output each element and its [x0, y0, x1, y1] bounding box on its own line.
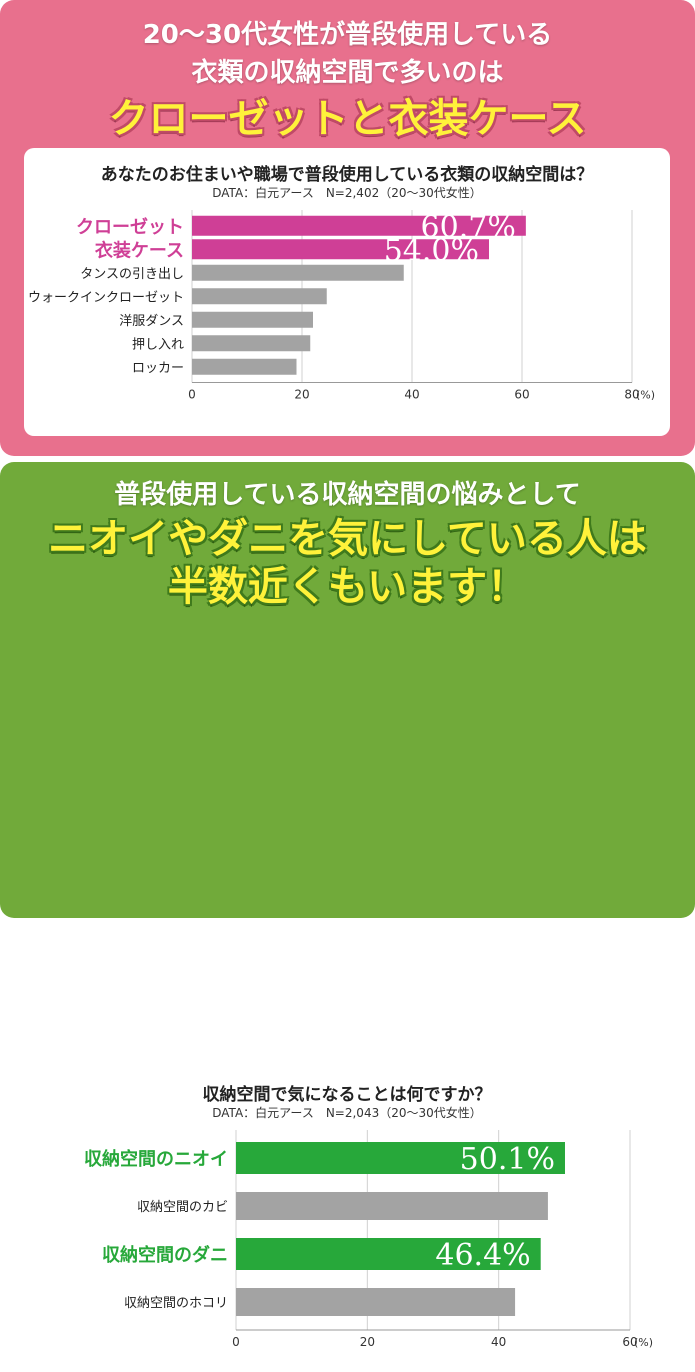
chart1-title: あなたのお住まいや職場で普段使用している衣類の収納空間は？: [100, 165, 594, 185]
chart2-value-label: 46.4%: [435, 1238, 530, 1273]
panel2-headline-line2: 半数近くもいます！: [167, 564, 528, 610]
chart2-card: 収納空間で気になることは何ですか？ DATA：白元アース N=2,043（20〜…: [24, 1070, 670, 1372]
panel1-heading-line2: 衣類の収納空間で多いのは: [191, 58, 504, 88]
chart1-bar: [192, 288, 327, 305]
chart2-category-label: 収納空間のダニ: [102, 1244, 228, 1266]
panel1-headline: クローゼットと衣装ケース: [108, 96, 587, 142]
chart2-bar: [236, 1288, 516, 1316]
chart1-category-label: ロッカー: [132, 361, 184, 376]
chart1-bar: [192, 215, 526, 236]
chart1-tick-label: 0: [188, 388, 196, 402]
chart1-tick-label: 80: [624, 388, 639, 402]
panel2-headline-line1: ニオイやダニを気にしている人は: [48, 516, 647, 562]
panel1-heading-line1: 20〜30代女性が普段使用している: [142, 20, 553, 50]
chart1-bar: [192, 264, 404, 281]
chart1-category-label: クローゼット: [76, 216, 184, 238]
chart2-category-label: 収納空間のホコリ: [124, 1296, 228, 1311]
panel2-heading-line1: 普段使用している収納空間の悩みとして: [114, 480, 581, 510]
chart1-bar: [192, 311, 313, 328]
closet-survey-panel: 20〜30代女性が普段使用している 衣類の収納空間で多いのは クローゼットと衣装…: [0, 0, 695, 456]
chart1-category-label: ウォークインクローゼット: [28, 290, 184, 305]
chart2-unit-label: (%): [634, 1336, 653, 1349]
chart2-tick-label: 0: [232, 1335, 240, 1349]
chart2-category-label: 収納空間のカビ: [137, 1200, 228, 1215]
chart1-bar: [192, 358, 297, 375]
chart2-tick-label: 40: [491, 1335, 506, 1349]
chart2-category-label: 収納空間のニオイ: [84, 1148, 228, 1170]
chart1-category-label: 洋服ダンス: [119, 314, 184, 329]
chart1-bar: [192, 239, 489, 260]
chart1-unit-label: (%): [636, 389, 655, 402]
chart2-bar: [236, 1192, 548, 1220]
chart1-value-label: 54.0%: [384, 233, 479, 268]
chart1-card: あなたのお住まいや職場で普段使用している衣類の収納空間は？ DATA：白元アース…: [24, 148, 670, 436]
chart1-category-label: 押し入れ: [132, 337, 184, 352]
chart1-bar: [192, 335, 311, 352]
chart1-tick-label: 20: [294, 388, 309, 402]
chart2-tick-label: 20: [360, 1335, 375, 1349]
chart1-tick-label: 60: [514, 388, 529, 402]
chart1-subtitle: DATA：白元アース N=2,402（20〜30代女性）: [212, 186, 482, 200]
odor-survey-panel: 普段使用している収納空間の悩みとして ニオイやダニを気にしている人は 半数近くも…: [0, 462, 695, 1372]
chart1-value-label: 60.7%: [421, 210, 516, 245]
chart2-value-label: 50.1%: [460, 1142, 555, 1177]
chart1-category-label: タンスの引き出し: [80, 267, 184, 282]
chart1-plot: 0 20 40 60 80(%) クローゼット 60.7% 衣装ケース 54.0% タンスの引き出…: [28, 210, 655, 402]
chart1-tick-label: 40: [404, 388, 419, 402]
chart1-category-label: 衣装ケース: [95, 239, 184, 261]
